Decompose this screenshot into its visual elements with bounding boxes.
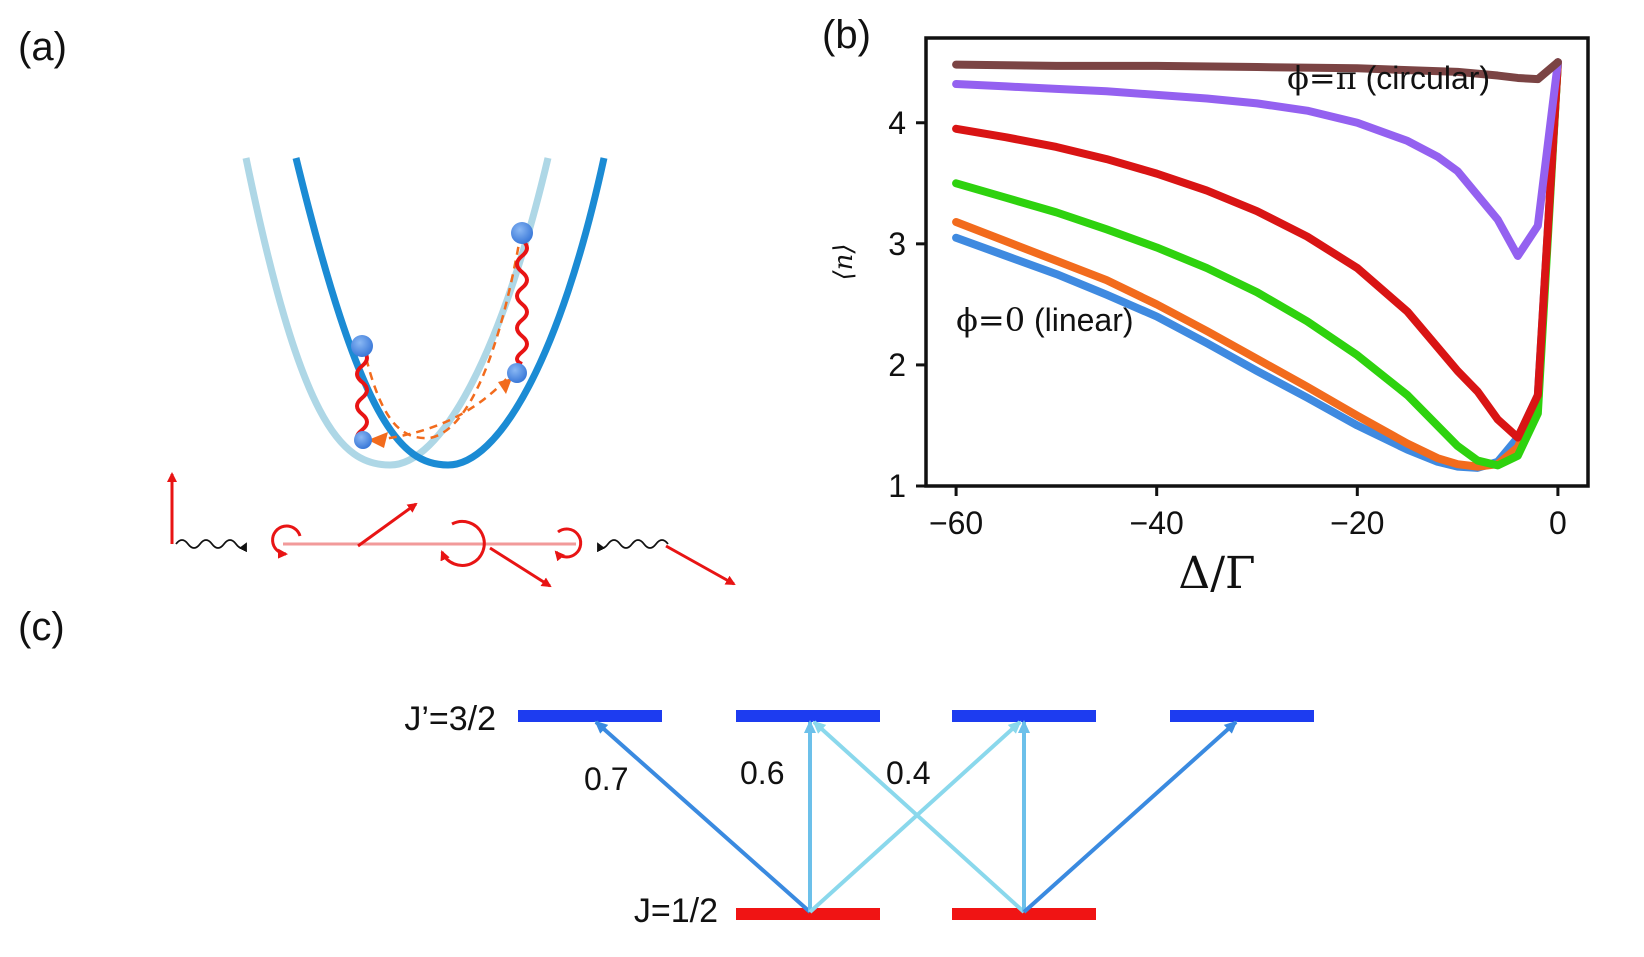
level-diagram: J’=3/2 J=1/2 0.7 0.6 0.4 [404,700,1314,930]
series-line-purple [952,58,1562,260]
x-tick-label: −20 [1330,505,1384,541]
cooling-chart: −60 −40 −20 0 1 2 3 4 ϕ=π (circular) ϕ=0 (line… [829,36,1590,599]
x-tick-label: 0 [1549,505,1567,541]
panel-b-label: (b) [822,13,871,57]
trap-potential-light [242,157,552,469]
polarization-arrow [489,546,552,588]
x-tick-label: −60 [929,505,983,541]
annotation-linear: ϕ=0 (linear) [956,301,1133,339]
transition-arrow [808,720,1022,914]
upper-level-label: J’=3/2 [404,700,496,738]
transition-arrow [594,720,812,914]
atom [354,431,372,449]
series-line-green [952,58,1562,470]
polarization-arrow [357,502,418,548]
y-tick-label: 3 [888,226,906,262]
series-line-blue [952,58,1562,472]
y-axis-label: ⟨n⟩ [829,243,859,280]
circular-polarization-icon [440,519,486,567]
incoming-beam-left [175,539,247,553]
trap-potential-dark [292,157,608,469]
transition-arrow [812,720,1026,914]
atom [507,363,527,383]
cooling-trajectory-2 [374,374,511,442]
incoming-beam-right [597,539,669,553]
panel-a-label: (a) [18,25,67,69]
annotation-circular: ϕ=π (circular) [1287,59,1490,97]
circular-polarization-icon [554,527,583,562]
y-tick-label: 2 [888,347,906,383]
plot-frame [924,36,1590,488]
circular-polarization-icon [271,524,302,559]
polarization-arrow [665,544,736,586]
series-line-orange [952,58,1562,471]
coefficient-label: 0.4 [886,755,930,791]
lower-level-label: J=1/2 [634,892,718,930]
emission-photon [355,348,369,444]
cooling-trajectory [361,237,522,440]
trajectory-arrowhead [498,378,512,394]
y-tick-label: 1 [888,468,906,504]
coefficient-label: 0.6 [740,755,784,791]
series-line-red [952,58,1562,442]
series-line-brown [952,58,1562,84]
x-axis-label: Δ/Γ [1178,548,1255,599]
transition-arrow [1022,720,1238,914]
panel-c-label: (c) [18,605,65,649]
trap-schematic [167,157,736,588]
y-tick-label: 4 [888,105,906,141]
atom [511,222,533,244]
atom [351,335,373,357]
x-tick-label: −40 [1130,505,1184,541]
coefficient-label: 0.7 [584,761,628,797]
emission-photon [515,238,529,366]
trajectory-arrowhead [368,432,388,448]
